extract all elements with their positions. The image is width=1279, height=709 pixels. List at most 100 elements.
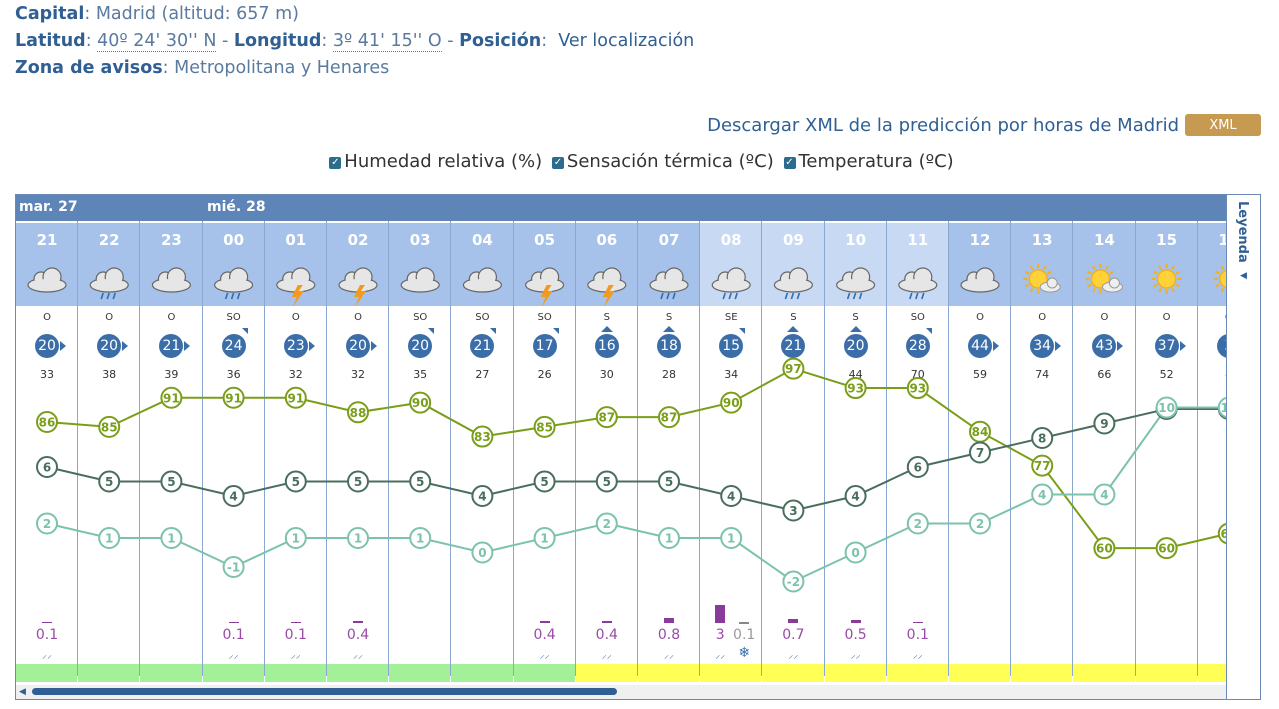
humidity-point xyxy=(782,357,805,380)
cloud-icon xyxy=(462,267,502,293)
temperature-point xyxy=(720,485,743,507)
precip-value: 0.4 xyxy=(346,627,370,643)
temperature-point xyxy=(471,485,494,507)
wind-arrow-icon xyxy=(552,328,559,334)
column-divider xyxy=(823,221,825,676)
column-divider xyxy=(139,221,141,676)
snowflake-icon: ❄ xyxy=(738,645,751,661)
checkbox-temperature[interactable]: ✓ xyxy=(783,157,796,169)
capital-line: Capital: Madrid (altitud: 657 m) xyxy=(15,4,299,24)
checkbox-humidity[interactable]: ✓ xyxy=(329,157,342,169)
column-divider xyxy=(388,221,390,676)
hour-column[interactable]: 13 xyxy=(1011,223,1074,306)
precip-value: 0.1 xyxy=(222,627,245,643)
cloud-icon xyxy=(151,267,191,293)
feels-point xyxy=(969,512,991,535)
wind-speed: 43 xyxy=(1092,334,1117,358)
wind-direction: O xyxy=(1162,312,1171,323)
precip-bar xyxy=(601,620,612,623)
column-divider xyxy=(761,221,763,676)
temperature-value: 6 xyxy=(43,461,51,475)
temperature-value: 6 xyxy=(914,461,922,475)
column-divider xyxy=(885,221,887,676)
humidity-point xyxy=(720,391,743,414)
wind-speed: 20 xyxy=(408,334,433,358)
humidity-point xyxy=(658,406,680,429)
wind-gust: 26 xyxy=(537,368,552,381)
xml-download: Descargar XML de la predicción por horas… xyxy=(707,114,1261,136)
precip-bar xyxy=(912,621,923,623)
scroll-left-icon[interactable]: ◀ xyxy=(19,687,26,697)
humidity-point xyxy=(1093,537,1116,560)
alert-band xyxy=(1197,664,1226,682)
feels-point xyxy=(409,527,432,549)
precip-bar xyxy=(539,620,550,623)
feels-point xyxy=(284,527,307,549)
temperature-point xyxy=(595,470,618,493)
alert-band xyxy=(1011,664,1073,682)
humidity-value: 90 xyxy=(723,396,740,410)
cloud-rain-icon xyxy=(711,267,751,300)
wind-direction: O xyxy=(1198,312,1226,323)
day-label: mar. 27 xyxy=(19,199,78,215)
cloud-icon xyxy=(27,267,67,293)
humidity-value: 83 xyxy=(474,430,491,444)
sun-cloud-icon xyxy=(1085,264,1123,294)
wind-gust: 32 xyxy=(288,368,303,381)
temperature-value: 3 xyxy=(789,504,797,518)
wind-direction: SO xyxy=(413,312,428,323)
precip-value: 0.1 xyxy=(284,627,307,643)
feels-value: -2 xyxy=(787,575,800,589)
horizontal-scrollbar[interactable]: ◀ xyxy=(16,685,1226,699)
checkbox-feels[interactable]: ✓ xyxy=(551,157,564,169)
feels-value: 1 xyxy=(665,532,673,546)
cloud-icon xyxy=(960,267,1000,293)
feels-value: 1 xyxy=(416,532,424,546)
wind-gust: 32 xyxy=(351,368,365,381)
lon-value: 3º 41' 15'' O xyxy=(332,31,442,52)
column-divider xyxy=(512,221,514,676)
humidity-point xyxy=(160,386,183,409)
lat-value: 40º 24' 30'' N xyxy=(97,31,217,52)
wind-gust: 33 xyxy=(40,368,54,381)
leyenda-label: Leyenda xyxy=(1235,201,1250,263)
hourly-forecast-grid: mar. 27 mié. 28 21 O 20 33 22 O 20 38 23 O 21 39 00 S… xyxy=(15,194,1227,700)
feels-point xyxy=(471,541,494,564)
alert-band xyxy=(949,664,1011,682)
hour-column[interactable]: 06 xyxy=(575,223,638,306)
humidity-value: 91 xyxy=(163,391,180,405)
humidity-value: 87 xyxy=(661,411,678,425)
wind-arrow-icon xyxy=(371,341,377,351)
wind-arrow-icon xyxy=(490,328,497,334)
humidity-value: 60 xyxy=(1158,542,1175,556)
xml-button[interactable]: XML xyxy=(1185,114,1261,136)
wind-direction: SO xyxy=(226,312,241,323)
cloud-icon xyxy=(400,267,440,293)
temperature-value: 4 xyxy=(478,490,486,504)
series-toggles: ✓ Humedad relativa (%) ✓ Sensación térmica… xyxy=(0,151,1279,172)
wind-gust: 39 xyxy=(164,368,179,381)
wind-direction: O xyxy=(976,312,984,323)
column-divider xyxy=(450,221,452,676)
feels-point xyxy=(658,527,680,549)
ver-localizacion-link[interactable]: Ver localización xyxy=(558,31,695,51)
feels-line xyxy=(46,406,1226,583)
wind-arrow-icon xyxy=(993,341,999,351)
leyenda-panel[interactable]: Leyenda ◀ xyxy=(1227,194,1261,700)
feels-value: 2 xyxy=(43,517,51,531)
humidity-value: 84 xyxy=(972,425,989,439)
scroll-thumb[interactable] xyxy=(32,688,617,695)
hour-column[interactable]: 14 xyxy=(1073,223,1136,306)
feels-point xyxy=(1093,483,1116,506)
column-divider xyxy=(263,221,265,676)
wind-speed: 37 xyxy=(1154,334,1179,358)
temperature-point xyxy=(409,470,432,493)
xml-download-link[interactable]: Descargar XML de la predicción por horas… xyxy=(707,114,1179,136)
hour-column[interactable]: 16 xyxy=(1197,223,1226,306)
alert-band xyxy=(202,664,264,682)
humidity-point xyxy=(347,401,369,424)
alert-band xyxy=(78,664,140,682)
wind-arrow-icon xyxy=(1117,341,1124,351)
meteo-chart: 8685919191889083858787909793938477606063… xyxy=(27,264,1226,593)
cloud-rain-icon xyxy=(649,267,689,300)
